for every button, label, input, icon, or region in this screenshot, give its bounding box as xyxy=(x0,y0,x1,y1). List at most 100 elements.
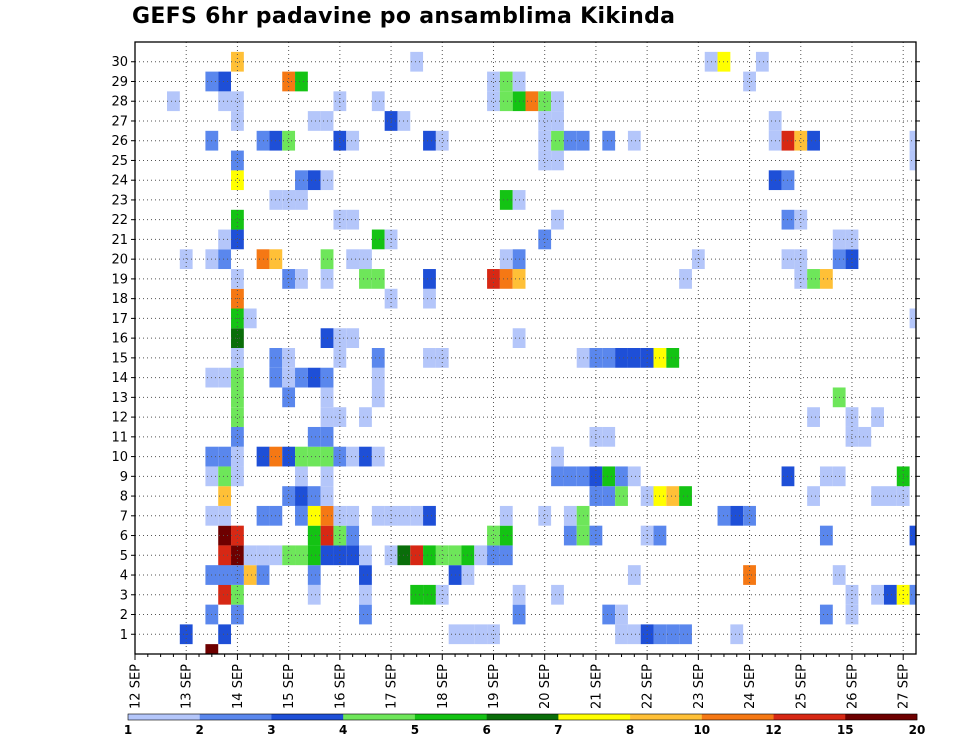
heatmap-cell xyxy=(551,91,564,112)
colorbar-frame xyxy=(127,713,918,721)
colorbar-segment xyxy=(199,714,272,720)
x-tick-label: 16 SEP xyxy=(333,664,348,709)
heatmap-cell xyxy=(551,150,564,171)
heatmap-cell xyxy=(307,505,321,526)
heatmap-cell xyxy=(346,505,360,526)
colorbar-label: 15 xyxy=(837,723,854,737)
heatmap-cell xyxy=(435,348,449,368)
colorbar-label: 1 xyxy=(124,723,132,737)
heatmap-cell xyxy=(627,348,641,368)
heatmap-cell xyxy=(423,288,436,309)
heatmap-cell xyxy=(679,624,692,645)
y-tick-label: 23 xyxy=(111,193,128,208)
heatmap-cell xyxy=(231,150,244,171)
heatmap-cell xyxy=(359,407,372,427)
heatmap-cell xyxy=(231,367,244,388)
heatmap-cell xyxy=(819,269,833,289)
y-tick-label: 4 xyxy=(120,569,128,584)
heatmap-cell xyxy=(755,51,769,72)
heatmap-cell xyxy=(819,466,833,487)
heatmap-cell xyxy=(743,565,756,585)
heatmap-cell xyxy=(282,387,296,408)
heatmap-cell xyxy=(883,584,897,605)
heatmap-cell xyxy=(359,604,372,625)
y-tick-label: 6 xyxy=(120,529,128,544)
heatmap-cell xyxy=(307,446,321,467)
heatmap-cell xyxy=(231,170,244,191)
y-tick-label: 19 xyxy=(111,272,128,287)
heatmap-cell xyxy=(743,71,756,92)
heatmap-cell xyxy=(666,486,680,506)
heatmap-cell xyxy=(551,209,564,230)
heatmap-cell xyxy=(282,130,296,151)
heatmap-cell xyxy=(231,466,244,487)
y-tick-label: 30 xyxy=(111,55,128,70)
heatmap-cell xyxy=(487,525,500,546)
heatmap-cell xyxy=(346,209,360,230)
x-tick-label: 24 SEP xyxy=(743,664,758,709)
x-tick-label: 21 SEP xyxy=(589,664,604,709)
heatmap-cell xyxy=(474,545,488,566)
y-tick-label: 7 xyxy=(120,509,128,524)
y-tick-label: 27 xyxy=(111,114,128,129)
colorbar-label: 6 xyxy=(482,723,490,737)
colorbar-label: 2 xyxy=(196,723,204,737)
heatmap-cell xyxy=(295,190,308,210)
colorbar-segment xyxy=(343,714,416,720)
heatmap-cell xyxy=(346,130,360,151)
colorbar-label: 3 xyxy=(267,723,275,737)
heatmap-cell xyxy=(679,486,692,506)
heatmap-cell xyxy=(295,71,308,92)
heatmap-cell xyxy=(615,348,628,368)
colorbar-label: 7 xyxy=(554,723,562,737)
heatmap-cell xyxy=(359,545,372,566)
plot-frame xyxy=(134,41,917,655)
heatmap-cell xyxy=(243,565,257,585)
heatmap-cell xyxy=(218,525,232,546)
heatmap-cell xyxy=(563,130,577,151)
heatmap-cell xyxy=(231,209,244,230)
y-tick-label: 16 xyxy=(111,332,128,347)
x-tick-label: 19 SEP xyxy=(487,664,502,709)
heatmap-cell xyxy=(231,545,244,566)
y-tick-label: 28 xyxy=(111,95,128,110)
heatmap-cell xyxy=(410,505,424,526)
heatmap-cell xyxy=(743,505,756,526)
heatmap-cell xyxy=(346,525,360,546)
heatmap-cell xyxy=(231,407,244,427)
heatmap-cell xyxy=(487,71,500,92)
heatmap-cell xyxy=(231,387,244,408)
y-tick-label: 2 xyxy=(120,608,128,623)
heatmap-cell xyxy=(295,505,308,526)
heatmap-cell xyxy=(794,209,808,230)
heatmap-cell xyxy=(371,505,385,526)
heatmap-cell xyxy=(794,249,808,270)
heatmap-cell xyxy=(499,71,513,92)
heatmap-cell xyxy=(730,624,744,645)
heatmap-cell xyxy=(487,545,500,566)
heatmap-cell xyxy=(307,170,321,191)
heatmap-cell xyxy=(563,505,577,526)
heatmap-cell xyxy=(858,426,872,447)
heatmap-cell xyxy=(807,486,820,506)
colorbar-segment xyxy=(558,714,631,720)
heatmap-cell xyxy=(179,249,193,270)
heatmap-cell xyxy=(871,486,884,506)
heatmap-cell xyxy=(807,130,820,151)
heatmap-cell xyxy=(474,624,488,645)
colorbar-segment xyxy=(845,714,918,720)
x-tick-label: 17 SEP xyxy=(385,664,400,709)
heatmap-cell xyxy=(371,269,385,289)
heatmap-cell xyxy=(538,91,552,112)
heatmap-cell xyxy=(538,229,552,250)
heatmap-cell xyxy=(359,565,372,585)
heatmap-cell xyxy=(499,545,513,566)
x-tick-label: 26 SEP xyxy=(845,664,860,709)
heatmap-cell xyxy=(307,486,321,506)
heatmap-cell xyxy=(499,249,513,270)
heatmap-cell xyxy=(615,466,628,487)
colorbar-segment xyxy=(630,714,703,720)
heatmap-cell xyxy=(218,249,232,270)
y-tick-label: 20 xyxy=(111,253,128,268)
